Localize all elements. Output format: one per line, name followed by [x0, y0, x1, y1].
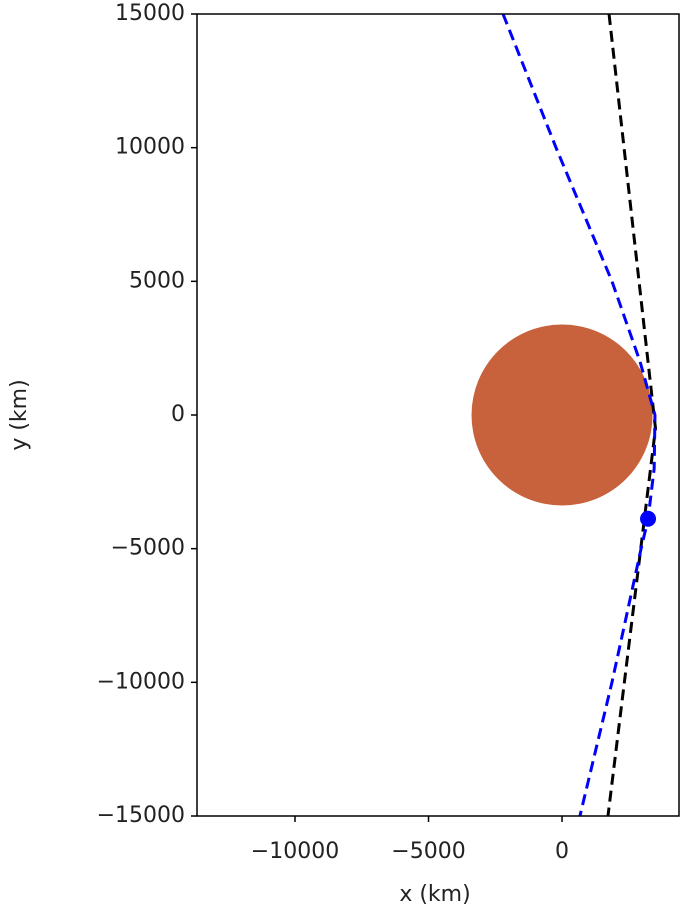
- marker: [640, 510, 657, 527]
- x-axis-label: x (km): [399, 882, 470, 907]
- y-tick-label: 10000: [115, 135, 185, 160]
- planet: [471, 324, 653, 506]
- y-axis-label: y (km): [7, 379, 32, 450]
- trajectory: [501, 14, 657, 816]
- x-tick-label: −5000: [391, 839, 465, 864]
- y-tick-label: −10000: [97, 669, 185, 694]
- x-tick-label: −10000: [251, 839, 339, 864]
- plot-frame: [196, 13, 680, 817]
- y-tick-label: 0: [171, 402, 185, 427]
- x-tick-label: 0: [555, 839, 569, 864]
- y-tick-label: −15000: [97, 803, 185, 828]
- y-tick-label: −5000: [111, 536, 185, 561]
- y-tick-label: 15000: [115, 1, 185, 26]
- y-tick-label: 5000: [129, 268, 185, 293]
